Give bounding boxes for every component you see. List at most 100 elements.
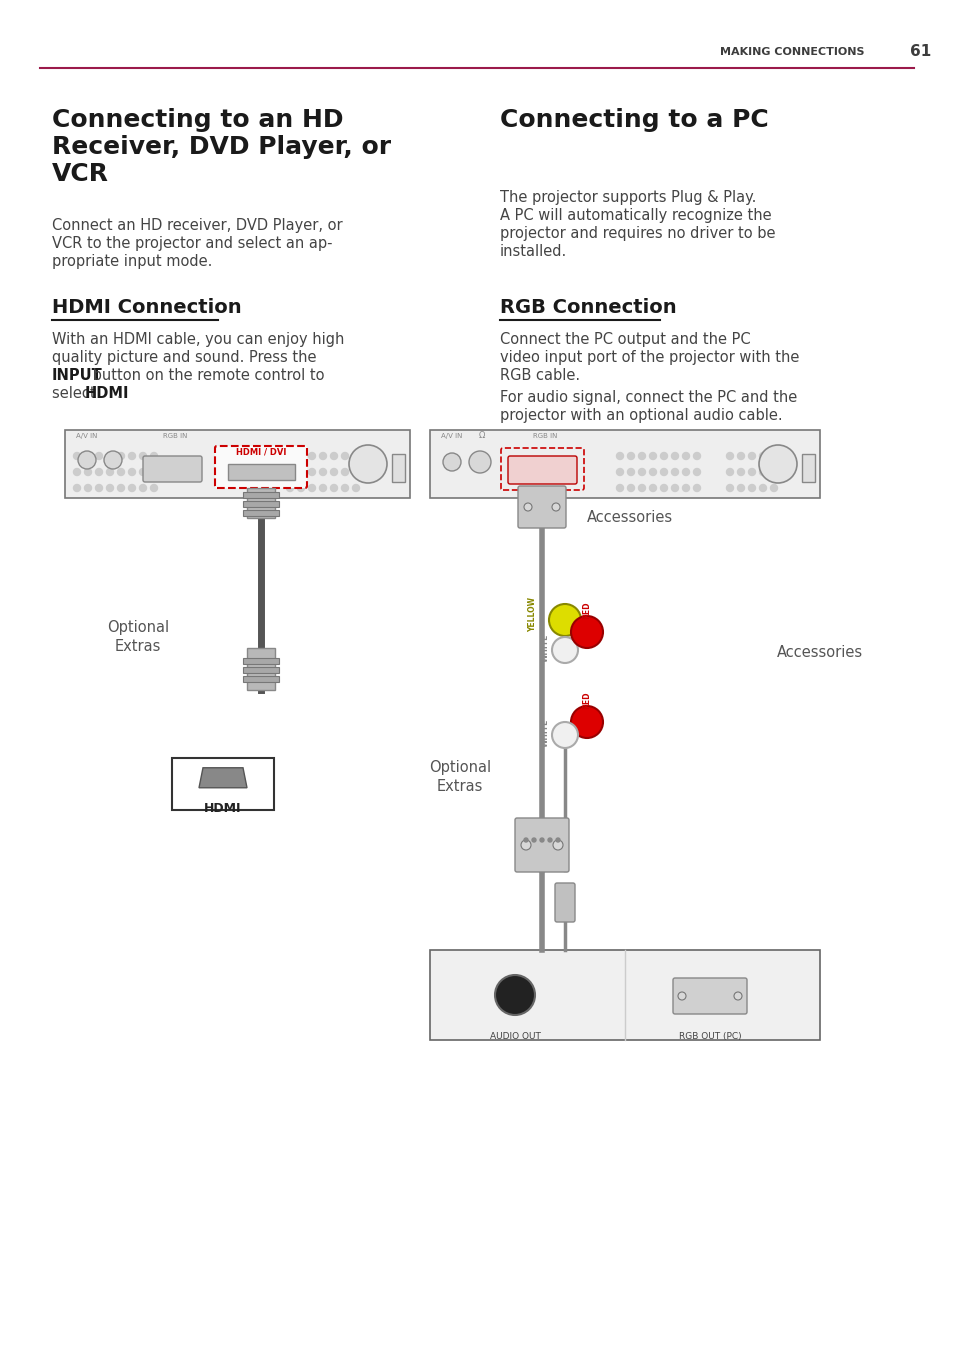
Circle shape bbox=[330, 452, 337, 459]
FancyBboxPatch shape bbox=[507, 456, 577, 483]
Circle shape bbox=[319, 485, 326, 492]
Circle shape bbox=[341, 452, 348, 459]
Circle shape bbox=[139, 485, 147, 492]
Text: HDMI: HDMI bbox=[85, 386, 130, 401]
Circle shape bbox=[552, 636, 578, 663]
Circle shape bbox=[649, 452, 656, 459]
Bar bbox=[65, 431, 410, 498]
Circle shape bbox=[737, 452, 743, 459]
Circle shape bbox=[733, 992, 741, 1001]
Bar bbox=[430, 431, 820, 498]
Circle shape bbox=[297, 485, 304, 492]
Circle shape bbox=[726, 468, 733, 475]
Text: button on the remote control to: button on the remote control to bbox=[88, 368, 324, 383]
Circle shape bbox=[759, 452, 765, 459]
Text: RED: RED bbox=[582, 692, 591, 708]
Circle shape bbox=[151, 468, 157, 475]
Text: Ω: Ω bbox=[478, 431, 485, 440]
Text: Optional
Extras: Optional Extras bbox=[107, 620, 169, 654]
Circle shape bbox=[107, 452, 113, 459]
Circle shape bbox=[659, 485, 667, 492]
Text: MAKING CONNECTIONS: MAKING CONNECTIONS bbox=[720, 47, 863, 57]
Circle shape bbox=[552, 502, 559, 510]
Circle shape bbox=[759, 485, 765, 492]
Circle shape bbox=[319, 452, 326, 459]
Circle shape bbox=[523, 502, 532, 510]
Circle shape bbox=[553, 839, 562, 850]
Circle shape bbox=[139, 452, 147, 459]
Circle shape bbox=[308, 485, 315, 492]
Circle shape bbox=[107, 485, 113, 492]
Circle shape bbox=[286, 485, 294, 492]
Circle shape bbox=[681, 452, 689, 459]
Polygon shape bbox=[199, 768, 247, 788]
Text: A/V IN: A/V IN bbox=[76, 433, 97, 439]
Circle shape bbox=[308, 468, 315, 475]
Bar bbox=[801, 454, 814, 482]
Circle shape bbox=[85, 485, 91, 492]
Circle shape bbox=[693, 452, 700, 459]
Circle shape bbox=[552, 722, 578, 747]
Circle shape bbox=[85, 468, 91, 475]
Text: installed.: installed. bbox=[499, 244, 567, 259]
Bar bbox=[243, 676, 278, 682]
Circle shape bbox=[681, 485, 689, 492]
Text: Connecting to a PC: Connecting to a PC bbox=[499, 108, 768, 131]
Text: RED: RED bbox=[582, 601, 591, 619]
Circle shape bbox=[117, 468, 125, 475]
Circle shape bbox=[726, 452, 733, 459]
Circle shape bbox=[319, 468, 326, 475]
Text: HDMI / DVI: HDMI / DVI bbox=[235, 448, 286, 456]
Text: HDMI Connection: HDMI Connection bbox=[52, 298, 241, 317]
Text: RGB cable.: RGB cable. bbox=[499, 368, 579, 383]
Circle shape bbox=[748, 468, 755, 475]
Circle shape bbox=[117, 452, 125, 459]
Text: propriate input mode.: propriate input mode. bbox=[52, 255, 213, 269]
Bar bbox=[243, 658, 278, 663]
Circle shape bbox=[770, 485, 777, 492]
Bar bbox=[247, 487, 274, 519]
Text: A PC will automatically recognize the: A PC will automatically recognize the bbox=[499, 209, 771, 223]
Circle shape bbox=[681, 468, 689, 475]
Text: For audio signal, connect the PC and the: For audio signal, connect the PC and the bbox=[499, 390, 797, 405]
Circle shape bbox=[352, 468, 359, 475]
Text: HDMI: HDMI bbox=[204, 802, 241, 815]
Circle shape bbox=[671, 452, 678, 459]
Circle shape bbox=[627, 485, 634, 492]
Text: Connecting to an HD: Connecting to an HD bbox=[52, 108, 343, 131]
FancyBboxPatch shape bbox=[517, 486, 565, 528]
Circle shape bbox=[286, 452, 294, 459]
Bar bbox=[392, 454, 405, 482]
Text: WHITE: WHITE bbox=[540, 719, 549, 747]
Circle shape bbox=[151, 452, 157, 459]
Circle shape bbox=[107, 468, 113, 475]
Circle shape bbox=[349, 445, 387, 483]
Circle shape bbox=[547, 838, 552, 842]
Text: Accessories: Accessories bbox=[776, 645, 862, 659]
Bar bbox=[243, 668, 278, 673]
Bar bbox=[243, 492, 278, 498]
Circle shape bbox=[129, 468, 135, 475]
Circle shape bbox=[85, 452, 91, 459]
Text: VCR to the projector and select an ap-: VCR to the projector and select an ap- bbox=[52, 236, 333, 250]
Circle shape bbox=[748, 485, 755, 492]
Circle shape bbox=[95, 485, 102, 492]
Bar bbox=[247, 649, 274, 691]
Circle shape bbox=[129, 452, 135, 459]
Circle shape bbox=[78, 451, 96, 468]
Circle shape bbox=[469, 451, 491, 473]
Text: projector with an optional audio cable.: projector with an optional audio cable. bbox=[499, 408, 781, 422]
Circle shape bbox=[649, 468, 656, 475]
Text: Optional
Extras: Optional Extras bbox=[429, 760, 491, 793]
Text: RGB OUT (PC): RGB OUT (PC) bbox=[678, 1032, 740, 1041]
Text: Connect an HD receiver, DVD Player, or: Connect an HD receiver, DVD Player, or bbox=[52, 218, 342, 233]
Text: WHITE: WHITE bbox=[540, 634, 549, 662]
Circle shape bbox=[520, 839, 531, 850]
Circle shape bbox=[693, 485, 700, 492]
Text: select: select bbox=[52, 386, 100, 401]
Circle shape bbox=[330, 468, 337, 475]
Circle shape bbox=[95, 468, 102, 475]
Circle shape bbox=[638, 485, 645, 492]
Circle shape bbox=[539, 838, 543, 842]
Text: RGB Connection: RGB Connection bbox=[499, 298, 676, 317]
